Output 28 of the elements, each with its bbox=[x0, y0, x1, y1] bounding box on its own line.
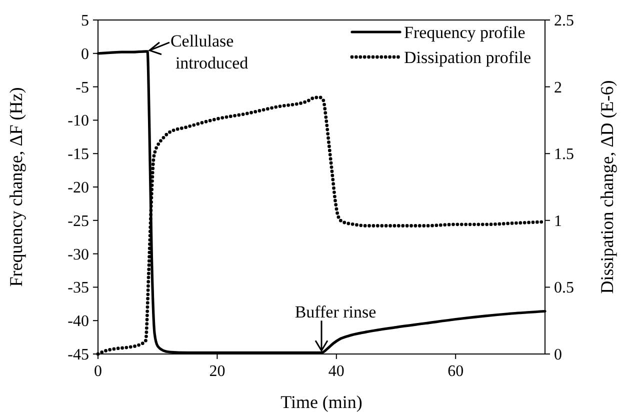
y-tick-label: -30 bbox=[68, 246, 89, 264]
y-tick-label: 0 bbox=[81, 46, 89, 63]
y2-tick-label: 0.5 bbox=[554, 280, 574, 297]
x-tick-label: 40 bbox=[328, 363, 344, 380]
y2-tick-label: 1 bbox=[554, 212, 562, 230]
y2-tick-label: 2.5 bbox=[554, 12, 574, 30]
y-tick-label: -20 bbox=[68, 180, 89, 196]
x-tick-label: 20 bbox=[209, 363, 226, 380]
y-tick-label: -5 bbox=[76, 79, 89, 96]
y2-axis-title: Dissipation change, ΔD (E-6) bbox=[597, 80, 617, 294]
legend-label: Frequency profile bbox=[404, 23, 526, 42]
y-tick-label: -10 bbox=[68, 112, 89, 130]
y-axis-title: Frequency change, ΔF (Hz) bbox=[6, 87, 26, 287]
legend-label: Dissipation profile bbox=[404, 48, 532, 67]
y2-tick-label: 0 bbox=[554, 346, 562, 364]
y-tick-label: 5 bbox=[81, 12, 89, 30]
annotation: Cellulase introduced bbox=[170, 31, 249, 72]
y-tick-label: -40 bbox=[68, 313, 89, 330]
y-tick-label: -45 bbox=[68, 346, 89, 364]
annotation: Buffer rinse bbox=[294, 302, 376, 322]
x-tick-label: 60 bbox=[448, 363, 464, 380]
x-tick-label: 0 bbox=[94, 363, 102, 380]
y-tick-label: -25 bbox=[68, 212, 89, 230]
x-axis-title: Time (min) bbox=[280, 392, 362, 412]
y-tick-label: -35 bbox=[68, 280, 89, 297]
y-tick-label: -15 bbox=[68, 146, 89, 164]
y2-tick-label: 2 bbox=[554, 79, 562, 96]
y2-tick-label: 1.5 bbox=[554, 146, 574, 164]
